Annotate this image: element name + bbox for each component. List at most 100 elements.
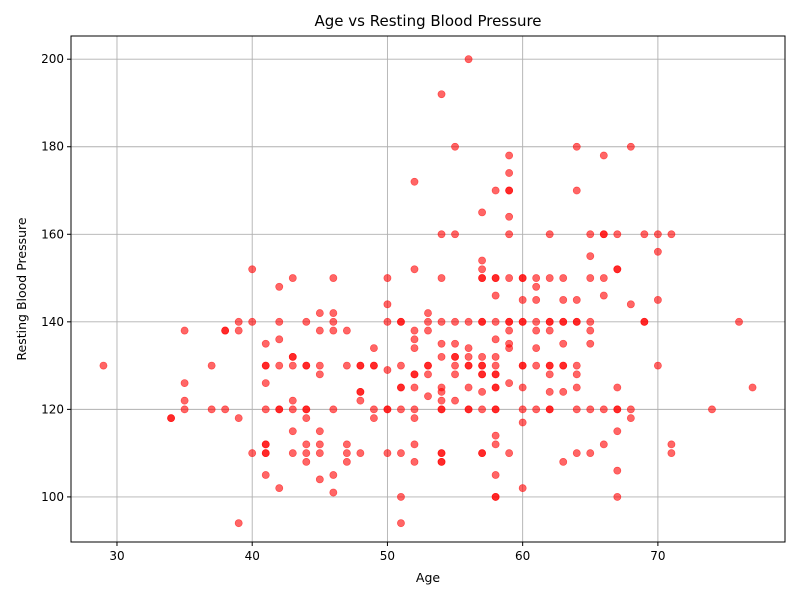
data-point [599,151,608,160]
data-point [667,230,676,239]
data-point [356,361,365,370]
data-point [572,405,581,414]
data-point [464,317,473,326]
data-point [464,361,473,370]
data-point [505,186,514,195]
data-point [505,326,514,335]
data-point [410,440,419,449]
data-point [572,296,581,304]
data-point [464,344,473,352]
data-point [491,186,500,195]
data-point [653,361,662,370]
data-point [275,484,284,493]
data-point [626,414,635,423]
data-point [410,457,419,466]
data-point [315,440,324,449]
data-point [180,379,189,388]
data-point [491,471,500,479]
data-point [640,230,649,239]
data-point [315,326,324,335]
data-point [505,317,514,326]
data-point [410,383,419,392]
data-point [315,361,324,370]
data-point [248,265,257,274]
data-point [397,317,405,326]
data-point [302,449,311,458]
data-point [356,387,365,396]
data-point [234,519,243,528]
data-point [315,427,324,436]
data-point [383,449,392,458]
data-point [383,317,392,326]
data-point [383,366,392,374]
data-point [505,344,514,352]
data-point [437,339,446,348]
data-point [261,379,270,388]
data-point [572,449,581,458]
data-point [451,142,459,151]
data-point [532,326,541,335]
data-point [518,361,527,370]
data-point [397,493,405,501]
data-point [451,370,459,379]
data-point [491,383,500,392]
data-point [599,405,608,414]
data-point [532,317,541,326]
data-point [302,361,311,370]
data-point [545,326,554,335]
data-point [505,274,514,282]
data-point [532,344,541,352]
data-point [329,488,338,497]
data-point [586,274,595,282]
data-point [572,142,581,151]
data-point [586,326,595,335]
data-point [167,414,175,423]
data-point [478,370,486,379]
data-point [261,440,270,449]
data-point [356,396,365,405]
data-point [735,317,743,326]
data-point [478,405,486,414]
data-point [586,252,595,261]
data-point [491,352,500,361]
data-point [586,230,595,239]
data-point [532,296,541,304]
data-point [478,387,486,396]
y-axis-label: Resting Blood Pressure [14,217,29,360]
x-tick-label: 40 [245,549,260,563]
data-point [424,361,432,370]
data-points [99,55,757,528]
data-point [559,317,568,326]
data-point [464,352,473,361]
data-point [545,370,554,379]
data-point [586,317,595,326]
data-point [653,247,662,256]
data-point [478,208,486,217]
data-point [559,361,568,370]
data-point [383,300,392,309]
data-point [559,296,568,304]
data-point [410,414,419,423]
data-point [397,519,405,528]
data-point [599,440,608,449]
data-point [207,361,216,370]
data-point [491,440,500,449]
data-point [397,361,405,370]
data-point [410,335,419,344]
data-point [478,317,486,326]
y-tick-label: 200 [41,52,64,66]
data-point [586,339,595,348]
data-point [329,309,338,317]
data-point [437,352,446,361]
x-tick-label: 50 [380,549,395,563]
data-point [505,212,514,221]
data-point [424,309,432,317]
data-point [315,309,324,317]
data-point [342,449,351,458]
data-point [275,317,284,326]
data-point [451,352,459,361]
data-point [572,383,581,392]
data-point [491,274,500,282]
data-point [491,431,500,440]
